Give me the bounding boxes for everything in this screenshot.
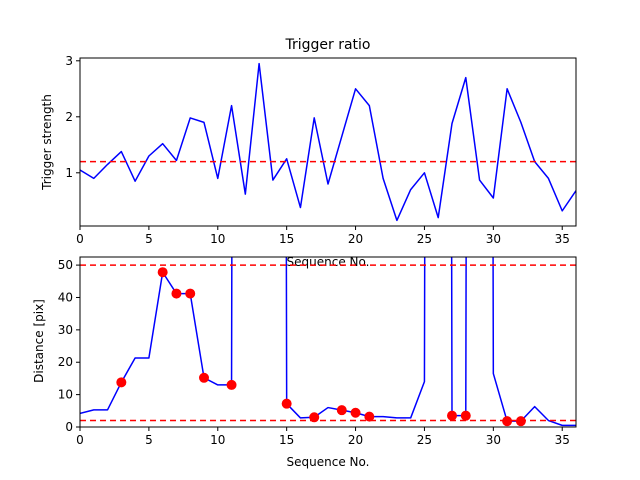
x-tick-label: 0 — [76, 433, 84, 447]
x-tick-label: 5 — [145, 232, 153, 246]
x-tick-label: 30 — [486, 232, 501, 246]
y-tick-label: 10 — [58, 388, 73, 402]
data-point — [171, 288, 182, 299]
chart-title: Trigger ratio — [284, 37, 370, 53]
data-point — [515, 416, 526, 427]
x-tick-label: 0 — [76, 232, 84, 246]
data-point — [185, 288, 196, 299]
data-point — [116, 377, 127, 388]
x-axis-label: Sequence No. — [287, 455, 370, 469]
y-tick-label: 30 — [58, 323, 73, 337]
data-point — [157, 267, 168, 278]
x-axis-label: Sequence No. — [287, 255, 370, 269]
series-line — [80, 257, 576, 427]
axes-frame — [79, 256, 577, 428]
x-tick-label: 30 — [486, 433, 501, 447]
y-tick-label: 0 — [65, 420, 73, 434]
x-tick-label: 35 — [555, 232, 570, 246]
y-tick-label: 50 — [58, 258, 73, 272]
y-tick-label: 40 — [58, 290, 73, 304]
data-point — [226, 379, 237, 390]
x-tick-label: 25 — [417, 433, 432, 447]
x-tick-label: 15 — [279, 232, 294, 246]
y-tick-label: 20 — [58, 355, 73, 369]
x-tick-label: 20 — [348, 232, 363, 246]
x-tick-label: 35 — [555, 433, 570, 447]
x-tick-label: 10 — [210, 433, 225, 447]
y-axis-label: Distance [pix] — [32, 299, 46, 383]
data-point — [502, 416, 513, 427]
plot-area: 0 5 10 15 20 25 30 35 0 10 20 30 40 50 — [58, 256, 577, 447]
x-tick-label: 5 — [145, 433, 153, 447]
plot-area: 0 5 10 15 20 25 30 35 1 2 3 — [65, 54, 577, 246]
series-line — [80, 62, 576, 222]
data-point — [199, 372, 209, 383]
data-point — [281, 398, 292, 409]
x-tick-label: 15 — [279, 433, 294, 447]
y-axis-label: Trigger strength — [40, 94, 54, 191]
x-tick-label: 25 — [417, 232, 432, 246]
data-point — [447, 410, 457, 421]
data-point — [460, 410, 471, 421]
data-point — [350, 407, 361, 418]
chart-trigger-ratio: Trigger ratio 0 5 10 15 20 25 30 35 1 2 3 Trigger … — [40, 37, 577, 269]
y-tick-label: 1 — [65, 166, 73, 180]
chart-distance: 0 5 10 15 20 25 30 35 0 10 20 30 40 50 Distance [pix]… — [32, 256, 577, 469]
y-tick-label: 2 — [65, 110, 73, 124]
x-tick-label: 20 — [348, 433, 363, 447]
y-tick-label: 3 — [65, 54, 73, 68]
axes-frame — [79, 57, 577, 227]
data-point — [364, 411, 375, 422]
data-point — [309, 412, 320, 423]
data-point — [336, 405, 347, 416]
x-tick-label: 10 — [210, 232, 225, 246]
